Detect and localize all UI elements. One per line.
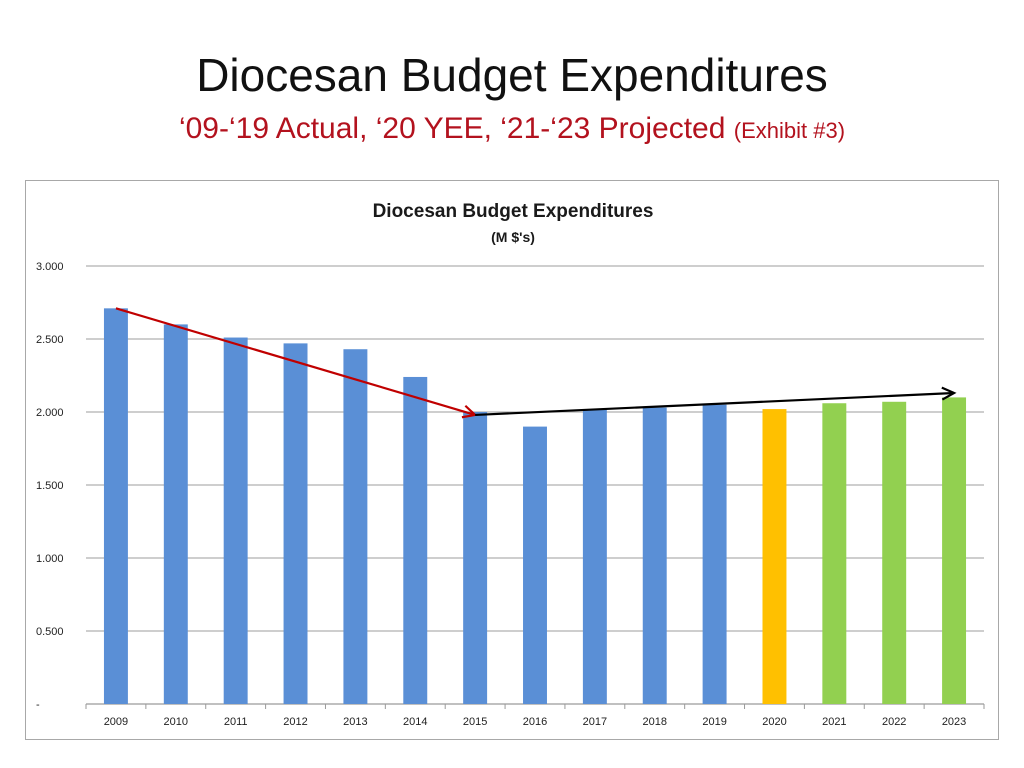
decline-trend-arrow-shaft (115, 307, 476, 416)
x-axis: 2009 2010 2011 2012 2013 2014 2015 2016 2017 2018… (85, 704, 985, 728)
bar-2018 (642, 407, 667, 704)
bar-2012 (283, 343, 308, 704)
bar-2013 (343, 349, 368, 704)
page-subtitle: ‘09-‘19 Actual, ‘20 YEE, ‘21-‘23 Project… (0, 112, 1024, 146)
flat-trend-arrow (475, 386, 957, 417)
y-tick-label: 1.000 (36, 553, 64, 565)
x-tick-label: 2013 (343, 716, 367, 728)
bar-2015 (463, 412, 488, 704)
subtitle-period-label: ‘09-‘19 Actual, ‘20 YEE, ‘21-‘23 Project… (178, 112, 726, 145)
y-axis: - 0.500 1.000 1.500 2.000 2.500 3.000 (36, 261, 64, 711)
bar-2019 (702, 404, 727, 704)
flat-trend-arrow-head (941, 386, 957, 401)
x-tick-label: 2021 (822, 716, 846, 728)
x-tick-label: 2018 (642, 716, 666, 728)
chart-frame: Diocesan Budget Expenditures (M $'s) - 0.… (25, 180, 999, 740)
x-tick-label: 2023 (942, 716, 966, 728)
y-tick-label: - (36, 699, 40, 711)
y-tick-label: 1.500 (36, 480, 64, 492)
y-tick-label: 2.500 (36, 334, 64, 346)
x-tick-label: 2015 (463, 716, 487, 728)
exhibit-label: (Exhibit #3) (733, 118, 846, 143)
x-tick-label: 2012 (283, 716, 307, 728)
x-tick-label: 2014 (403, 716, 427, 728)
bar-2021 (822, 403, 847, 704)
x-tick-label: 2010 (164, 716, 188, 728)
x-tick-label: 2022 (882, 716, 906, 728)
flat-trend-arrow-shaft (475, 391, 955, 417)
chart-units-label: (M $'s) (491, 229, 535, 245)
x-tick-label: 2011 (224, 716, 248, 728)
bar-2022 (882, 401, 907, 704)
y-tick-label: 3.000 (36, 261, 64, 273)
bar-2014 (403, 376, 428, 704)
trend-arrows (115, 307, 957, 419)
bar-2017 (582, 409, 607, 704)
bars (103, 308, 967, 704)
bar-2016 (523, 426, 547, 704)
bar-2020 (762, 409, 787, 704)
bar-chart: Diocesan Budget Expenditures (M $'s) - 0.… (36, 201, 985, 728)
chart-title: Diocesan Budget Expenditures (373, 201, 654, 222)
x-tick-label: 2016 (523, 716, 547, 728)
x-tick-label: 2009 (104, 716, 128, 728)
page-title: Diocesan Budget Expenditures (196, 49, 828, 101)
x-tick-label: 2019 (702, 716, 726, 728)
bar-2011 (223, 337, 248, 704)
x-tick-label: 2017 (583, 716, 607, 728)
bar-2023 (942, 397, 967, 704)
bar-2009 (103, 308, 128, 704)
y-tick-label: 0.500 (36, 626, 64, 638)
x-tick-label: 2020 (762, 716, 786, 728)
bar-2010 (163, 324, 188, 704)
y-tick-label: 2.000 (36, 407, 64, 419)
